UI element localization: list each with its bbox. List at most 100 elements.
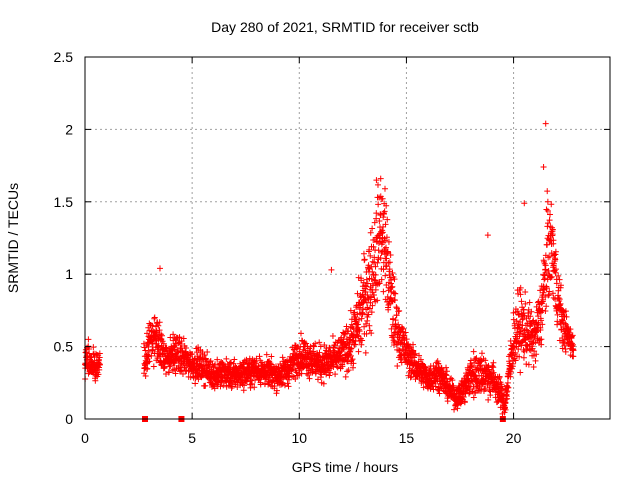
- data-point: [373, 177, 380, 184]
- data-point: [375, 201, 382, 208]
- data-point: [374, 181, 381, 188]
- data-point: [552, 248, 559, 255]
- data-point: [364, 280, 371, 287]
- data-point: [96, 350, 103, 357]
- data-point: [228, 384, 235, 391]
- data-point: [542, 307, 549, 314]
- data-point: [366, 327, 373, 334]
- data-point: [170, 331, 177, 338]
- data-point: [349, 356, 356, 363]
- data-point: [329, 332, 336, 339]
- data-point: [376, 280, 383, 287]
- data-point: [533, 351, 540, 358]
- data-point: [341, 357, 348, 364]
- data-point: [382, 272, 389, 279]
- data-point: [160, 340, 167, 347]
- data-point: [545, 292, 552, 299]
- data-point: [278, 379, 285, 386]
- data-point: [325, 358, 332, 365]
- data-point: [202, 382, 209, 389]
- data-point: [391, 342, 398, 349]
- data-point: [370, 243, 377, 250]
- data-point: [158, 332, 165, 339]
- data-point: [342, 373, 349, 380]
- y-tick-label: 2: [65, 121, 73, 137]
- data-point: [284, 380, 291, 387]
- data-point: [553, 266, 560, 273]
- data-point: [546, 217, 553, 224]
- data-point: [547, 211, 554, 218]
- data-point: [298, 330, 304, 337]
- data-point: [175, 340, 182, 347]
- data-point: [461, 399, 468, 406]
- data-point: [306, 375, 313, 382]
- data-point: [343, 323, 350, 330]
- data-point: [156, 327, 163, 334]
- data-point: [557, 300, 564, 307]
- data-point: [515, 346, 522, 353]
- data-point: [478, 350, 485, 357]
- data-point: [90, 351, 97, 358]
- data-point: [473, 375, 480, 382]
- data-point: [526, 299, 533, 306]
- data-point: [150, 363, 157, 370]
- data-point: [153, 327, 160, 334]
- data-point: [542, 262, 549, 269]
- data-point: [562, 348, 569, 355]
- data-point: [442, 371, 449, 378]
- data-point: [204, 349, 211, 356]
- data-point: [313, 366, 320, 373]
- data-point: [268, 361, 275, 368]
- data-point: [567, 326, 574, 333]
- data-point: [90, 344, 97, 351]
- data-point: [383, 244, 390, 251]
- data-point: [521, 200, 528, 207]
- data-point: [562, 308, 569, 315]
- data-point: [443, 368, 450, 375]
- data-point: [543, 303, 550, 310]
- data-point: [482, 357, 489, 364]
- x-tick-label: 10: [291, 430, 307, 446]
- data-point: [469, 378, 476, 385]
- data-point: [378, 276, 385, 283]
- data-point: [562, 320, 569, 327]
- data-point: [391, 297, 398, 304]
- y-tick-label: 2.5: [54, 49, 74, 65]
- data-point: [179, 371, 186, 378]
- data-points: [82, 120, 577, 422]
- data-point: [516, 333, 523, 340]
- data-point: [365, 311, 372, 318]
- data-point: [350, 360, 357, 367]
- data-point: [546, 253, 553, 260]
- data-point: [554, 311, 561, 318]
- data-point: [161, 364, 168, 371]
- data-point: [494, 398, 501, 405]
- data-point: [545, 220, 552, 227]
- data-point: [382, 185, 388, 192]
- data-point: [366, 246, 373, 253]
- data-point: [398, 359, 405, 366]
- data-point: [321, 341, 328, 348]
- data-point: [410, 341, 417, 348]
- data-point: [512, 349, 519, 356]
- data-point: [246, 355, 253, 362]
- data-point: [561, 342, 568, 349]
- data-point: [87, 354, 94, 361]
- data-point: [543, 285, 550, 292]
- data-point: [383, 234, 390, 241]
- data-point: [392, 290, 399, 297]
- data-point: [144, 365, 151, 372]
- data-point: [345, 367, 352, 374]
- data-point: [368, 275, 375, 282]
- data-point: [400, 326, 407, 333]
- y-tick-label: 0: [65, 411, 73, 427]
- data-point: [358, 341, 365, 348]
- data-point: [391, 338, 398, 345]
- data-point: [373, 215, 380, 222]
- data-point: [312, 340, 319, 347]
- data-point: [207, 357, 214, 364]
- data-point: [247, 384, 254, 391]
- data-point: [149, 322, 156, 329]
- data-point: [372, 263, 379, 270]
- data-point: [368, 294, 375, 301]
